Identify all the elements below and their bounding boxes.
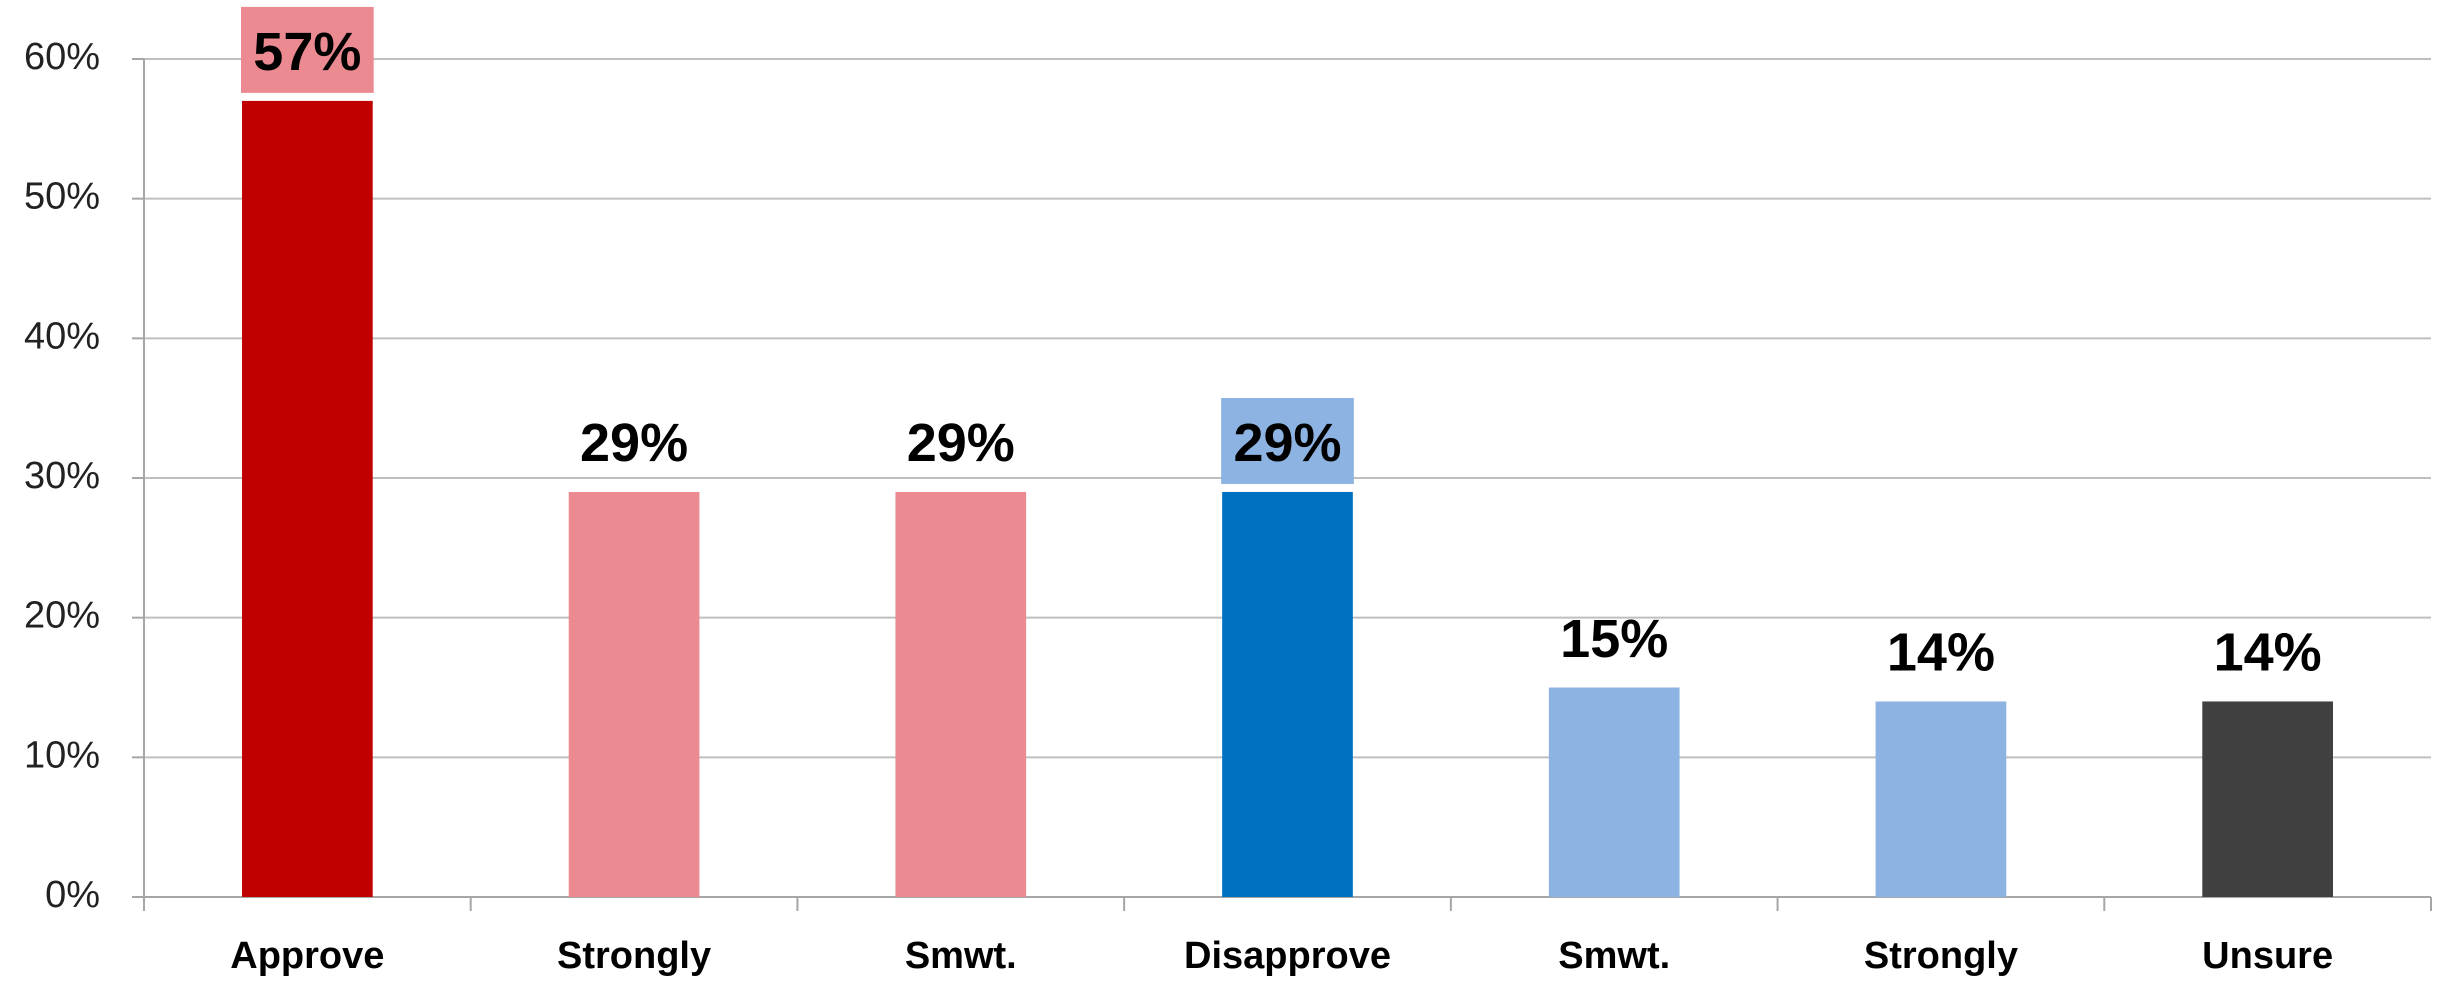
value-label: 57% [253,22,361,82]
y-tick-label: 50% [24,176,100,218]
value-label: 29% [1233,413,1341,473]
x-tick-label: Smwt. [1558,935,1670,977]
bar [242,100,373,897]
value-label-box [241,6,374,93]
x-tick-label: Strongly [557,935,711,977]
x-tick-label: Disapprove [1184,935,1391,977]
y-tick-label: 40% [24,315,100,357]
x-tick-label: Strongly [1864,935,2018,977]
value-label: 14% [2214,623,2322,683]
x-tick-label: Approve [230,935,384,977]
value-label-box [1221,397,1354,484]
bar [1875,701,2007,897]
bar [2202,701,2333,897]
value-label: 29% [580,413,688,473]
y-tick-label: 0% [45,874,100,916]
y-tick-label: 30% [24,455,100,497]
value-label: 15% [1560,609,1668,669]
value-label: 29% [907,413,1015,473]
bar [895,491,1027,897]
x-tick-label: Unsure [2202,935,2333,977]
value-label: 14% [1887,623,1995,683]
bar [568,491,700,897]
bar [1548,687,1680,897]
x-tick-label: Smwt. [905,935,1017,977]
y-tick-label: 20% [24,595,100,637]
y-tick-label: 10% [24,734,100,776]
bar [1222,491,1353,897]
y-tick-label: 60% [24,36,100,78]
